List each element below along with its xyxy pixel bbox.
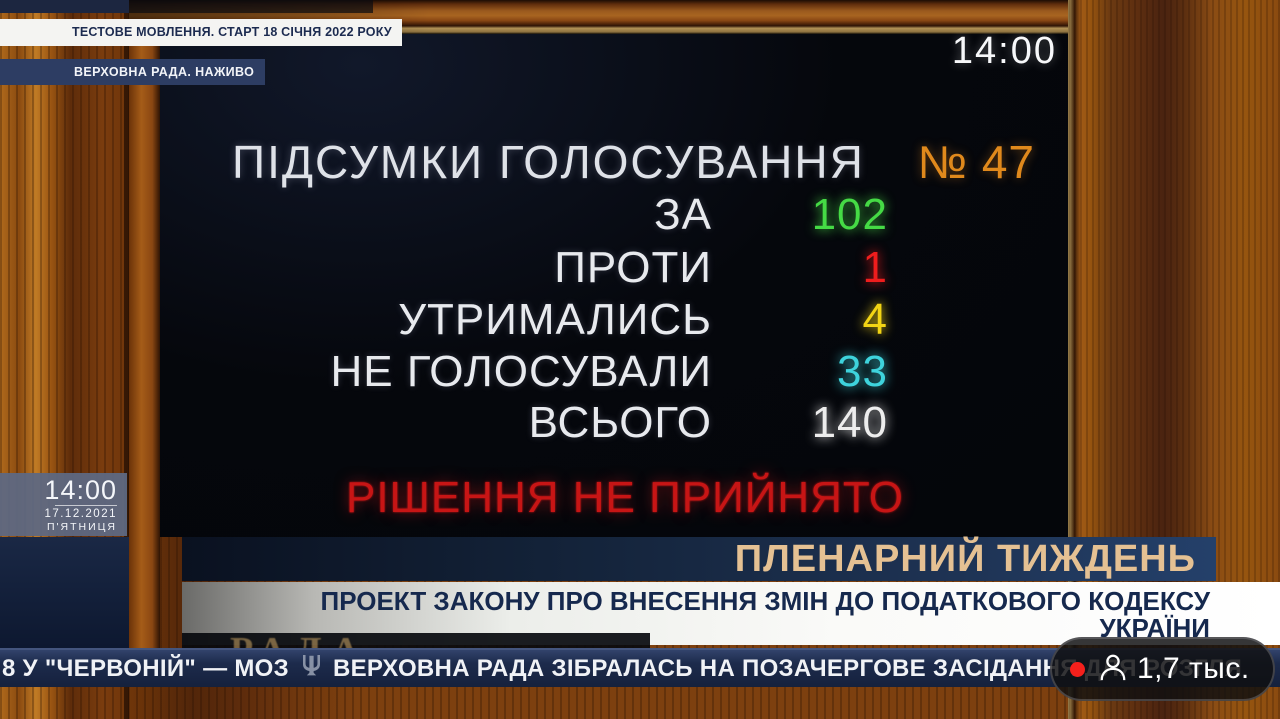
vote-number: № 47 bbox=[917, 136, 1035, 188]
rostrum-sign-text: РАДА bbox=[230, 633, 369, 648]
program-title: ПЛЕНАРНИЙ ТИЖДЕНЬ bbox=[734, 538, 1196, 580]
vote-row-abstained: УТРИМАЛИСЬ 4 bbox=[160, 295, 1068, 345]
vote-value: 33 bbox=[837, 347, 888, 396]
person-icon bbox=[1098, 652, 1128, 687]
vote-value: 102 bbox=[811, 190, 888, 239]
sidebar-time: 14:00 bbox=[44, 475, 117, 505]
vote-value: 1 bbox=[862, 243, 888, 292]
vote-label: ПРОТИ bbox=[554, 243, 712, 292]
vote-label: ЗА bbox=[654, 190, 712, 239]
top-shadow-strip bbox=[0, 0, 129, 13]
live-dot-icon bbox=[1070, 661, 1085, 677]
scoreboard-clock: 14:00 bbox=[951, 30, 1057, 72]
live-banner: ВЕРХОВНА РАДА. НАЖИВО bbox=[0, 59, 266, 85]
trident-icon bbox=[302, 654, 320, 683]
vote-value: 140 bbox=[811, 398, 888, 447]
topic-line-1: ПРОЕКТ ЗАКОНУ ПРО ВНЕСЕННЯ ЗМІН ДО ПОДАТ… bbox=[320, 586, 1210, 616]
program-title-bar: ПЛЕНАРНИЙ ТИЖДЕНЬ bbox=[182, 537, 1216, 581]
live-viewers-pill[interactable]: 1,7 тыс. bbox=[1050, 637, 1275, 701]
vote-row-not-voting: НЕ ГОЛОСУВАЛИ 33 bbox=[160, 347, 1068, 397]
sidebar-weekday: П'ЯТНИЦЯ bbox=[46, 521, 117, 533]
clock-divider bbox=[55, 505, 117, 506]
sidebar-date: 17.12.2021 bbox=[44, 508, 117, 520]
vote-label: НЕ ГОЛОСУВАЛИ bbox=[330, 347, 712, 396]
vote-row-for: ЗА 102 bbox=[160, 190, 1068, 240]
viewer-count: 1,7 тыс. bbox=[1137, 652, 1250, 685]
test-broadcast-banner: ТЕСТОВЕ МОВЛЕННЯ. СТАРТ 18 СІЧНЯ 2022 РО… bbox=[0, 19, 402, 46]
ticker-segment-1: 8 У "ЧЕРВОНІЙ" — МОЗ bbox=[2, 654, 289, 682]
top-shadow-strip-2 bbox=[129, 0, 373, 13]
vote-label: ВСЬОГО bbox=[528, 398, 712, 447]
channel-logo-box: РАДА bbox=[0, 537, 129, 648]
vote-row-against: ПРОТИ 1 bbox=[160, 243, 1068, 293]
rostrum-sign-strip: РАДА bbox=[182, 633, 650, 648]
scoreboard-title: ПІДСУМКИ ГОЛОСУВАННЯ bbox=[232, 136, 865, 188]
sidebar-clock-box: 14:00 17.12.2021 П'ЯТНИЦЯ bbox=[0, 473, 127, 536]
vote-value: 4 bbox=[862, 295, 888, 344]
voting-scoreboard: ПІДСУМКИ ГОЛОСУВАННЯ № 47 ЗА 102 ПРОТИ 1… bbox=[160, 34, 1068, 537]
vote-row-total: ВСЬОГО 140 bbox=[160, 398, 1068, 448]
vote-result-text: РІШЕННЯ НЕ ПРИЙНЯТО bbox=[345, 473, 905, 522]
wall-seam bbox=[124, 0, 129, 719]
board-frame-left bbox=[129, 0, 160, 648]
vote-label: УТРИМАЛИСЬ bbox=[398, 295, 712, 344]
